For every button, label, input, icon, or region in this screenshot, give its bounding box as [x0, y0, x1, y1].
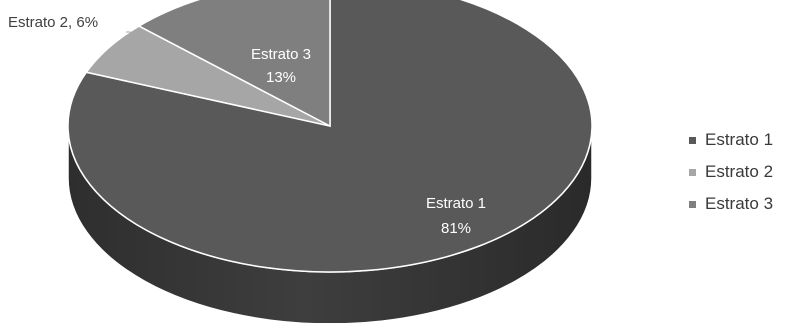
legend-swatch-estrato-3: [689, 200, 696, 208]
leader-line-estrato-2: [126, 31, 134, 48]
legend-label: Estrato 1: [705, 130, 774, 149]
legend-item-estrato-1: Estrato 1: [689, 124, 773, 156]
pie-slice-estrato-1: [67, 0, 593, 273]
legend-item-estrato-2: Estrato 2: [689, 156, 773, 188]
pie-slice-estrato-3: [137, 0, 331, 128]
legend-label: Estrato 3: [705, 194, 774, 213]
legend-item-estrato-3: Estrato 3: [689, 188, 773, 220]
data-label-estrato-2: Estrato 2, 6%: [8, 14, 98, 31]
data-label-estrato-1-name: Estrato 1: [426, 195, 486, 212]
legend: Estrato 1 Estrato 2 Estrato 3: [689, 124, 773, 220]
legend-label: Estrato 2: [705, 162, 774, 181]
data-label-estrato-3-value: 13%: [266, 69, 296, 86]
legend-swatch-estrato-1: [689, 136, 696, 144]
data-label-estrato-3-name: Estrato 3: [251, 46, 311, 63]
legend-swatch-estrato-2: [689, 168, 696, 176]
data-label-estrato-1-value: 81%: [441, 220, 471, 237]
